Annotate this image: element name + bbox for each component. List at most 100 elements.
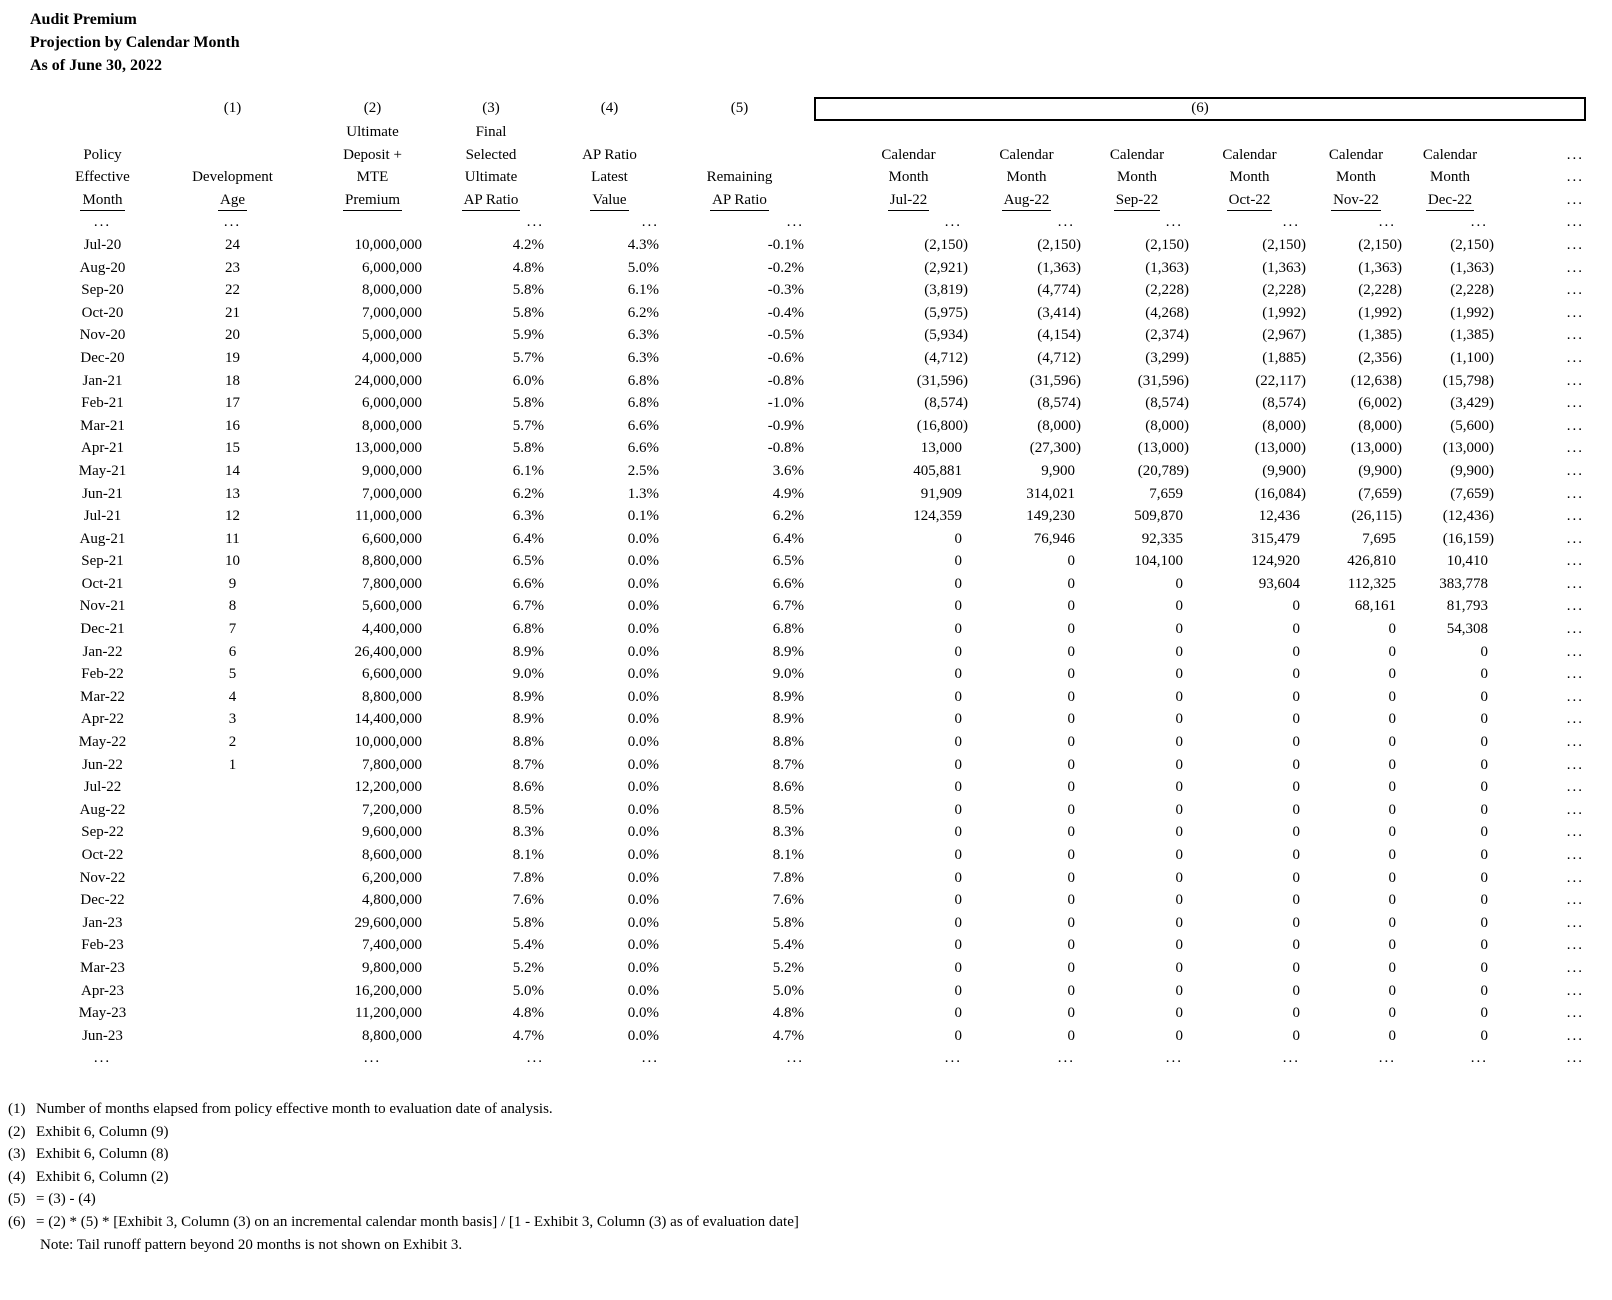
table-cell: 5,600,000 [362,598,422,615]
table-cell: 11,000,000 [355,508,422,525]
table-cell: 0 [1175,621,1184,638]
table-cell: 0.0% [627,553,659,570]
table-cell: ... [1566,553,1584,570]
table-cell: 8.7% [512,756,544,773]
table-cell: 0 [1480,688,1489,705]
table-cell: 0.0% [627,982,659,999]
table-cell: Mar-21 [80,417,125,434]
table-cell: (2,150) [1262,236,1306,253]
table-cell: 0 [1175,914,1184,931]
column-number-6-cell: (6) [812,96,1592,121]
table-cell: 3 [228,711,237,728]
table-cell [150,957,315,980]
table-cell: 93,604 [1258,575,1300,592]
table-cell [812,1025,847,1048]
table-cell: (8,000) [1037,417,1081,434]
table-cell: (4,268) [1145,304,1189,321]
table-row: Aug-21 11 6,600,000 6.4% 0.0% 6.4% 0 76,946 92,3… [55,528,1592,551]
table-cell: 0 [1067,982,1076,999]
table-cell: 7.6% [512,892,544,909]
table-cell [150,799,315,822]
header-row: Policy Deposit + Selected AP Ratio Calendar C… [55,144,1592,167]
footnote-text: Exhibit 6, Column (8) [36,1146,169,1163]
table-row: Mar-23 9,800,000 5.2% 0.0% 5.2% 0 0 0 0 0 0... [55,957,1592,980]
table-cell: 12,200,000 [354,779,423,796]
column-6-box: (6) [814,97,1586,121]
table-cell: -0.8% [767,372,804,389]
header-cell [150,144,315,167]
table-cell: Dec-20 [80,349,125,366]
table-cell: 8,600,000 [362,847,422,863]
table-cell: (16,800) [916,417,968,434]
table-cell: ... [641,1050,659,1067]
table-cell: 6.3% [512,508,544,525]
table-cell: 6.0% [512,372,544,389]
table-cell: 0 [1480,869,1489,886]
table-cell: 8,000,000 [362,417,422,434]
header-cell: Sep-22 [1083,189,1191,212]
table-cell: 0 [1292,824,1301,841]
table-cell: 5.4% [772,937,804,954]
table-cell: (8,574) [1037,395,1081,412]
table-cell: 0.0% [627,937,659,954]
table-cell: -1.0% [767,395,804,412]
table-cell: (9,900) [1450,462,1494,479]
table-cell: 0 [1388,756,1397,773]
table-cell: 0 [954,847,963,863]
table-cell [150,889,315,912]
table-cell: 0 [954,575,963,592]
table-cell: ... [1566,440,1584,457]
table-cell: 0 [1175,959,1184,976]
table-cell: (2,150) [1145,236,1189,253]
table-cell: 6.4% [772,530,804,547]
table-cell: 0 [954,914,963,931]
table-cell: 0 [954,779,963,796]
table-cell: ... [1566,824,1584,841]
table-cell: 6.3% [627,349,659,366]
table-cell: ... [1470,214,1488,231]
table-cell: 3.6% [772,462,804,479]
table-cell: 8.9% [772,643,804,660]
table-cell: (2,150) [1358,236,1402,253]
table-cell: 8.9% [512,711,544,728]
table-cell: -0.1% [767,236,804,253]
header-cell: Age [150,189,315,212]
table-cell [150,844,315,867]
table-cell [812,324,847,347]
header-cell: Value [552,189,667,212]
table-cell [812,708,847,731]
table-cell: 0 [1388,847,1397,863]
table-cell: (5,975) [924,304,968,321]
table-cell: 6.6% [627,417,659,434]
table-cell: 0 [1388,914,1397,931]
table-cell: (16,084) [1254,485,1306,502]
table-cell: 0 [954,982,963,999]
table-cell: 8.1% [772,847,804,863]
table-cell: (5,934) [924,327,968,344]
table-cell: 0 [1175,1027,1184,1044]
table-cell [812,957,847,980]
table-cell: 0 [1388,666,1397,683]
table-cell: 10,410 [1446,553,1488,570]
table-cell: 13 [225,485,240,502]
table-cell: (20,789) [1137,462,1189,479]
table-cell: 5.7% [512,349,544,366]
table-cell: ... [1566,711,1584,728]
table-cell: 0.0% [627,688,659,705]
header-cell [1083,121,1191,144]
table-cell: 0.0% [627,869,659,886]
table-cell: 2.5% [627,462,659,479]
table-cell: Apr-21 [80,440,125,457]
table-cell: (3,819) [924,282,968,299]
header-label: Age [218,191,247,211]
table-cell: ... [1566,892,1584,909]
table-cell: 68,161 [1354,598,1396,615]
table-cell: 8.5% [772,801,804,818]
table-cell: 10,000,000 [354,734,423,751]
table-cell: 0 [1067,801,1076,818]
table-cell: 7,000,000 [362,485,422,502]
table-cell: 6.5% [772,553,804,570]
table-cell: 5.0% [772,982,804,999]
table-cell: 0 [954,643,963,660]
column-number-1: (1) [223,100,242,117]
